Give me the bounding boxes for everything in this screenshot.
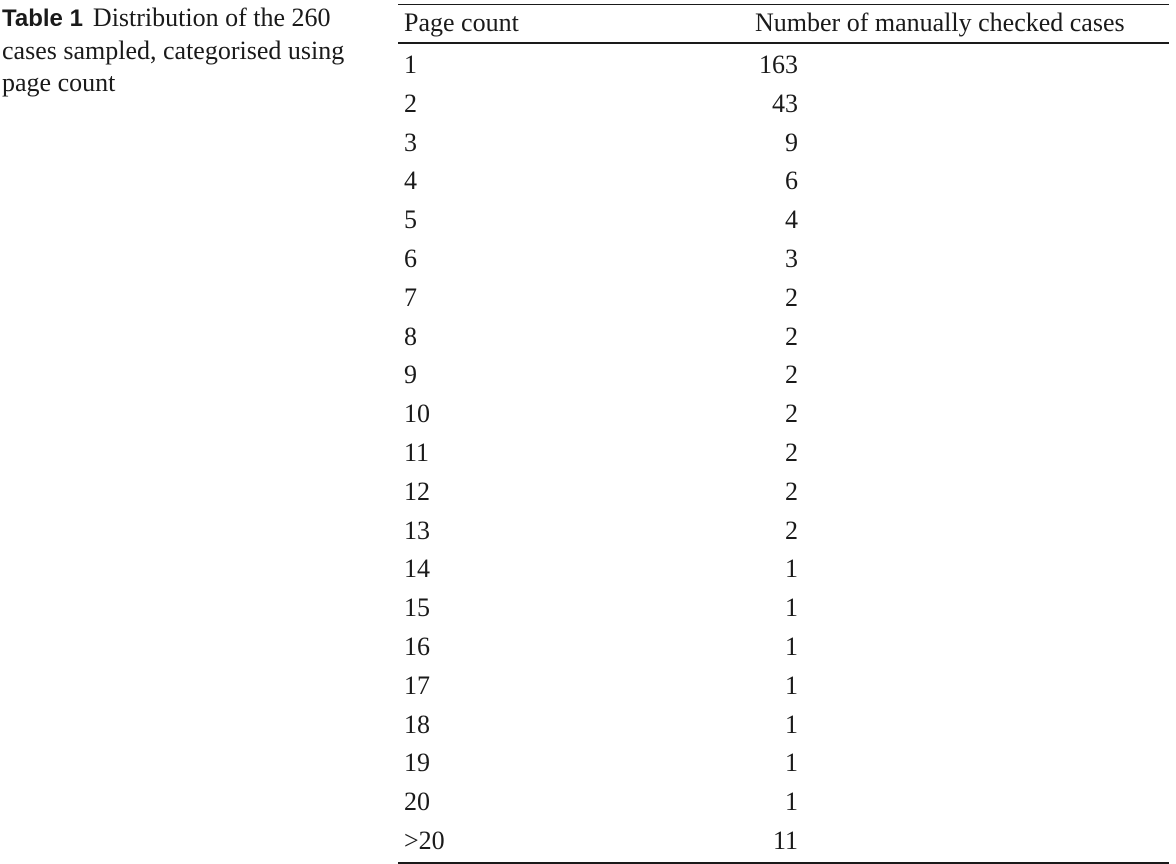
- checked-cases-cell: 2: [785, 360, 798, 390]
- page-count-cell: 6: [404, 243, 417, 273]
- page-count-cell: 12: [404, 476, 430, 506]
- page-count-cell: 18: [404, 709, 430, 739]
- table-top-rule: [398, 4, 1169, 5]
- checked-cases-cell: 2: [785, 321, 798, 351]
- table-row: 19 1: [398, 745, 1169, 784]
- page-count-cell: 10: [404, 399, 430, 429]
- checked-cases-cell: 2: [785, 437, 798, 467]
- page-count-cell: 1: [404, 50, 417, 79]
- table-row: 20 1: [398, 784, 1169, 823]
- checked-cases-cell: 163: [759, 50, 798, 79]
- header-page-count: Page count: [404, 8, 519, 37]
- page-count-cell: 20: [404, 787, 430, 817]
- checked-cases-cell: 1: [785, 593, 798, 623]
- table-row: 12 2: [398, 474, 1169, 513]
- checked-cases-cell: 1: [785, 787, 798, 817]
- page-count-cell: 17: [404, 670, 430, 700]
- page-count-cell: 3: [404, 127, 417, 157]
- page-count-cell: 8: [404, 321, 417, 351]
- table-row: >20 11: [398, 823, 1169, 862]
- table-row: 17 1: [398, 668, 1169, 707]
- table-row: 13 2: [398, 513, 1169, 552]
- caption-text: Distribution of the 260 cases sampled, c…: [2, 3, 345, 97]
- table-row: 14 1: [398, 551, 1169, 590]
- table-row: 2 43: [398, 86, 1169, 125]
- page-count-cell: 14: [404, 554, 430, 584]
- checked-cases-cell: 2: [785, 282, 798, 312]
- page-count-cell: 4: [404, 166, 417, 196]
- page-count-cell: 11: [404, 437, 430, 467]
- checked-cases-cell: 2: [785, 515, 798, 545]
- table-row: 11 2: [398, 435, 1169, 474]
- table-label: Table 1: [2, 5, 83, 32]
- table-row: 10 2: [398, 396, 1169, 435]
- checked-cases-cell: 6: [785, 166, 798, 196]
- page-count-cell: 13: [404, 515, 430, 545]
- page-count-cell: >20: [404, 825, 445, 855]
- table-body: 1 163 2 43 3 9 4 6 5 4 6 3 7 2 8 2 9 2 10 2 11 2 12 2 13 2 14 1 15 1 1…: [398, 44, 1169, 862]
- checked-cases-cell: 1: [785, 748, 798, 778]
- checked-cases-cell: 4: [785, 205, 798, 235]
- checked-cases-cell: 9: [785, 127, 798, 157]
- checked-cases-cell: 1: [785, 709, 798, 739]
- checked-cases-cell: 1: [785, 631, 798, 661]
- page-count-cell: 7: [404, 282, 417, 312]
- page-count-cell: 15: [404, 593, 430, 623]
- checked-cases-cell: 2: [785, 476, 798, 506]
- page-count-cell: 19: [404, 748, 430, 778]
- checked-cases-cell: 43: [772, 88, 798, 118]
- table-row: 18 1: [398, 707, 1169, 746]
- table-row: 15 1: [398, 590, 1169, 629]
- header-checked-cases: Number of manually checked cases: [755, 8, 1125, 37]
- table-row: 1 163: [398, 47, 1169, 86]
- table-caption: Table 1 Distribution of the 260 cases sam…: [2, 2, 382, 99]
- table-row: 16 1: [398, 629, 1169, 668]
- page-count-cell: 9: [404, 360, 417, 390]
- checked-cases-cell: 1: [785, 670, 798, 700]
- page-count-cell: 5: [404, 205, 417, 235]
- page-count-cell: 16: [404, 631, 430, 661]
- distribution-table: Page count Number of manually checked ca…: [398, 4, 1169, 864]
- table-header-row: Page count Number of manually checked ca…: [398, 5, 1169, 42]
- checked-cases-cell: 11: [772, 825, 798, 855]
- page-count-cell: 2: [404, 88, 417, 118]
- checked-cases-cell: 1: [785, 554, 798, 584]
- table-header-rule: [398, 42, 1169, 44]
- checked-cases-cell: 2: [785, 399, 798, 429]
- checked-cases-cell: 3: [785, 243, 798, 273]
